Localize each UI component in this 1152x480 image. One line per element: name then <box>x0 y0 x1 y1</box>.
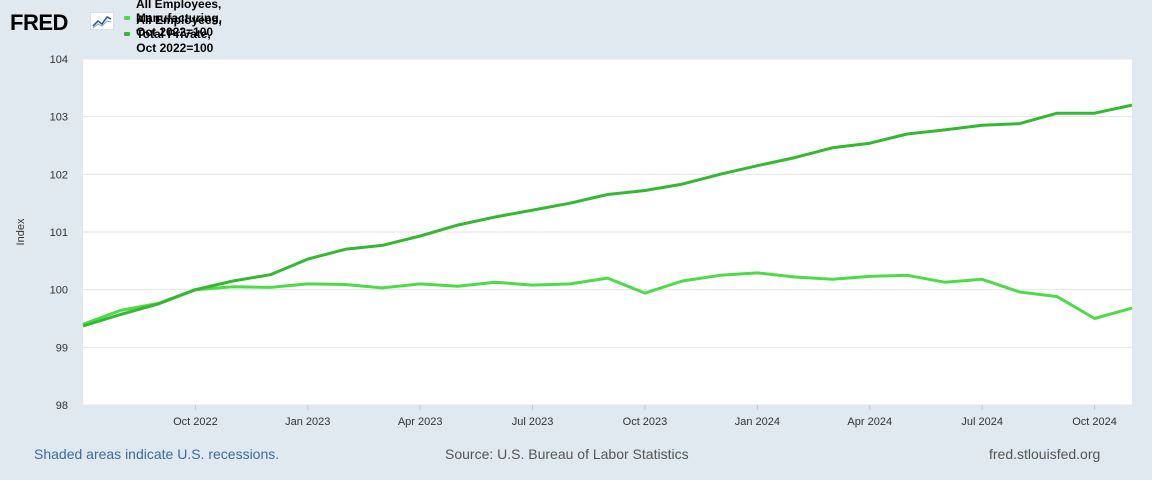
legend-swatch-total-private <box>124 32 131 36</box>
y-axis-label: Index <box>15 218 27 245</box>
y-tick-label: 101 <box>50 227 68 239</box>
x-tick-label: Jul 2023 <box>512 416 554 428</box>
series-line-total-private[interactable] <box>82 103 1133 328</box>
y-tick-label: 100 <box>50 285 68 297</box>
series-line-manufacturing[interactable] <box>82 271 1133 326</box>
source-text: Source: U.S. Bureau of Labor Statistics <box>445 446 689 462</box>
y-tick-label: 99 <box>56 342 68 354</box>
x-tick-label: Jan 2024 <box>735 416 780 428</box>
x-tick-label: Oct 2022 <box>173 416 218 428</box>
x-tick-label: Apr 2024 <box>847 416 892 428</box>
fred-trendline-icon <box>90 12 114 30</box>
site-link[interactable]: fred.stlouisfed.org <box>989 446 1101 462</box>
line-chart: 98 99 100 101 102 103 104 Oct 2022 Jan 2023 Apr … <box>15 54 1133 428</box>
recessions-note-link[interactable]: Shaded areas indicate U.S. recessions. <box>34 446 280 462</box>
x-tick-label: Jul 2024 <box>961 416 1003 428</box>
legend: All Employees, Manufacturing, Oct 2022=1… <box>124 0 232 55</box>
legend-label-total-private: All Employees, Total Private, Oct 2022=1… <box>136 13 222 55</box>
y-tick-label: 102 <box>50 169 68 181</box>
series-lines <box>82 103 1133 328</box>
legend-item-total-private[interactable]: All Employees, Total Private, Oct 2022=1… <box>124 13 232 55</box>
legend-item-manufacturing[interactable]: All Employees, Manufacturing, Oct 2022=1… <box>124 0 232 39</box>
y-axis-ticks: 98 99 100 101 102 103 104 <box>50 54 68 412</box>
x-tick-label: Oct 2023 <box>623 416 668 428</box>
y-tick-label: 98 <box>56 400 68 412</box>
x-tick-label: Jan 2023 <box>285 416 330 428</box>
x-tick-label: Apr 2023 <box>398 416 443 428</box>
x-tick-label: Oct 2024 <box>1072 416 1117 428</box>
legend-swatch-manufacturing <box>124 16 131 20</box>
y-tick-label: 104 <box>50 54 68 66</box>
gridlines <box>83 58 1132 406</box>
y-tick-label: 103 <box>50 112 68 124</box>
legend-label-manufacturing: All Employees, Manufacturing, Oct 2022=1… <box>136 0 223 39</box>
x-axis-ticks: Oct 2022 Jan 2023 Apr 2023 Jul 2023 Oct 2023… <box>173 405 1117 428</box>
fred-logo[interactable]: FRED <box>10 10 68 35</box>
